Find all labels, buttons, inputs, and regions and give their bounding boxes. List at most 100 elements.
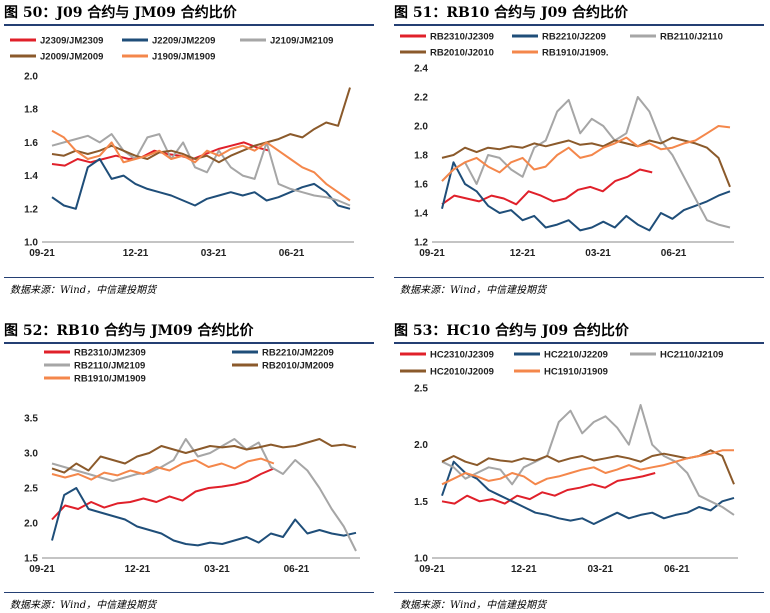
x-tick-label: 06-21	[279, 248, 305, 259]
x-tick-label: 09-21	[419, 564, 445, 575]
x-tick-label: 12-21	[123, 248, 149, 259]
x-tick-label: 03-21	[588, 564, 614, 575]
source-note: 数据来源：Wind，中信建投期货	[10, 285, 157, 296]
x-tick-label: 03-21	[204, 564, 230, 575]
x-tick-label: 06-21	[661, 248, 687, 259]
legend-label: HC2010/J2009	[430, 367, 494, 378]
legend-label: RB2110/JM2109	[74, 361, 145, 372]
series-line	[51, 129, 351, 202]
legend-label: RB1910/JM1909	[74, 374, 146, 385]
legend-label: HC2110/J2109	[660, 350, 723, 361]
y-tick-label: 1.5	[24, 554, 38, 565]
title-rule	[4, 342, 374, 344]
y-tick-label: 1.0	[24, 238, 38, 249]
x-tick-label: 09-21	[29, 564, 55, 575]
x-tick-label: 12-21	[511, 564, 537, 575]
legend-label: RB2310/J2309	[430, 32, 494, 43]
legend-label: RB2110/J2110	[660, 32, 723, 43]
legend-label: J1909/JM1909	[152, 52, 215, 63]
legend-label: HC2210/J2209	[544, 350, 608, 361]
series-line	[51, 87, 351, 164]
source-rule	[4, 277, 374, 278]
series-line	[441, 168, 653, 206]
legend-label: RB2210/J2209	[542, 32, 606, 43]
y-tick-label: 3.0	[24, 449, 38, 460]
legend-label: RB2010/JM2009	[262, 361, 334, 372]
series-line	[51, 438, 357, 552]
chart-panel-hc10-j09: 图 53：HC10 合约与 J09 合约比价 1.0 1.5 2.0 2.5 09-21…	[394, 320, 764, 612]
legend-label: J2209/JM2209	[152, 36, 215, 47]
title-rule	[4, 24, 374, 26]
chart-plot: 1.0 1.2 1.4 1.6 1.8 2.0 09-21 12-21 03-21 06-21 J2…	[10, 36, 354, 259]
x-tick-label: 06-21	[284, 564, 310, 575]
series-line	[441, 136, 731, 188]
series-line	[441, 96, 731, 229]
y-tick-label: 3.5	[24, 414, 38, 425]
series-line	[441, 125, 731, 182]
legend-label: J2109/JM2109	[270, 36, 333, 47]
y-tick-label: 1.5	[414, 497, 428, 508]
y-tick-label: 1.6	[24, 138, 38, 149]
y-tick-label: 1.2	[24, 204, 38, 215]
y-tick-label: 2.2	[414, 93, 428, 104]
legend-label: J2009/JM2009	[40, 52, 103, 63]
y-tick-label: 2.5	[414, 384, 428, 395]
chart-plot: 1.0 1.5 2.0 2.5 09-21 12-21 03-21 06-21 HC2310/J…	[400, 350, 738, 575]
y-tick-label: 2.5	[24, 484, 38, 495]
chart-panel-j09-jm09: 图 50：J09 合约与 JM09 合约比价 1.0 1.2 1.4 1.6 1.8 2.…	[4, 2, 374, 298]
series-line	[51, 467, 275, 521]
x-tick-label: 06-21	[664, 564, 690, 575]
x-tick-label: 12-21	[125, 564, 151, 575]
y-tick-label: 1.8	[24, 105, 38, 116]
legend-label: RB1910/J1909.	[542, 48, 609, 59]
series-line	[51, 133, 351, 207]
title-rule	[394, 342, 764, 344]
y-tick-label: 1.8	[414, 151, 428, 162]
series-line	[51, 438, 357, 474]
legend-label: RB2210/JM2209	[262, 348, 334, 359]
series-line	[51, 158, 351, 210]
x-tick-label: 03-21	[201, 248, 227, 259]
legend-label: HC2310/J2309	[430, 350, 494, 361]
x-tick-label: 09-21	[29, 248, 55, 259]
legend-label: RB2310/JM2309	[74, 348, 146, 359]
chart-title: 图 53：HC10 合约与 J09 合约比价	[394, 323, 629, 339]
chart-title: 图 51：RB10 合约与 J09 合约比价	[394, 5, 629, 21]
series-line	[441, 161, 731, 232]
chart-panel-rb10-j09: 图 51：RB10 合约与 J09 合约比价 1.2 1.4 1.6 1.8 2.0 2.…	[394, 2, 764, 298]
series-line	[51, 487, 357, 547]
series-line	[441, 449, 734, 486]
legend-label: RB2010/J2010	[430, 48, 494, 59]
y-tick-label: 1.4	[24, 171, 38, 182]
y-tick-label: 2.0	[24, 519, 38, 530]
legend-label: J2309/JM2309	[40, 36, 103, 47]
x-tick-label: 12-21	[510, 248, 536, 259]
chart-plot: 1.2 1.4 1.6 1.8 2.0 2.2 2.4 09-21 12-21 03-21 06-2…	[400, 32, 734, 259]
x-tick-label: 09-21	[419, 248, 445, 259]
y-tick-label: 2.0	[24, 72, 38, 83]
y-tick-label: 1.2	[414, 238, 428, 249]
source-note: 数据来源：Wind，中信建投期货	[400, 600, 547, 611]
series-line	[441, 472, 656, 505]
source-rule	[394, 277, 764, 278]
source-note: 数据来源：Wind，中信建投期货	[400, 285, 547, 296]
series-line	[51, 457, 275, 481]
chart-panel-rb10-jm09: 图 52：RB10 合约与 JM09 合约比价 1.5 2.0 2.5 3.0 3.5 0…	[4, 320, 374, 612]
y-tick-label: 1.6	[414, 180, 428, 191]
y-tick-label: 1.4	[414, 209, 428, 220]
y-tick-label: 2.4	[414, 64, 428, 75]
y-tick-label: 1.0	[414, 554, 428, 565]
source-note: 数据来源：Wind，中信建投期货	[10, 600, 157, 611]
source-rule	[394, 592, 764, 593]
y-tick-label: 2.0	[414, 122, 428, 133]
y-tick-label: 2.0	[414, 440, 428, 451]
x-tick-label: 03-21	[585, 248, 611, 259]
title-rule	[394, 24, 764, 26]
chart-title: 图 52：RB10 合约与 JM09 合约比价	[4, 323, 254, 339]
chart-plot: 1.5 2.0 2.5 3.0 3.5 09-21 12-21 03-21 06-21 RB231…	[24, 348, 360, 575]
legend-label: HC1910/J1909	[544, 367, 608, 378]
series-line	[441, 404, 735, 516]
chart-title: 图 50：J09 合约与 JM09 合约比价	[4, 5, 237, 21]
source-rule	[4, 592, 374, 593]
series-line	[441, 460, 735, 525]
